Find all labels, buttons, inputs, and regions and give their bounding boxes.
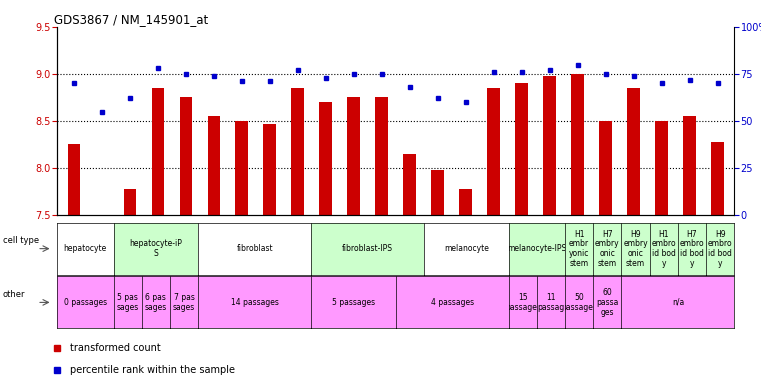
Bar [151, 88, 164, 215]
Bar [403, 154, 416, 215]
Text: H9
embry
onic
stem: H9 embry onic stem [623, 230, 648, 268]
Bar [627, 88, 640, 215]
Text: H1
embro
id bod
y: H1 embro id bod y [651, 230, 676, 268]
Text: other: other [3, 290, 25, 299]
Bar [431, 170, 444, 215]
Bar [375, 98, 388, 215]
Bar [208, 116, 220, 215]
Bar [68, 144, 80, 215]
Text: 6 pas
sages: 6 pas sages [145, 293, 167, 312]
Text: 60
passa
ges: 60 passa ges [596, 288, 619, 316]
Text: cell type: cell type [3, 237, 39, 245]
Bar [320, 102, 332, 215]
Text: H9
embro
id bod
y: H9 embro id bod y [708, 230, 733, 268]
Text: H7
embry
onic
stem: H7 embry onic stem [595, 230, 619, 268]
Text: 4 passages: 4 passages [431, 298, 474, 307]
Bar [600, 121, 612, 215]
Bar [712, 142, 724, 215]
Text: H7
embro
id bod
y: H7 embro id bod y [680, 230, 705, 268]
Text: 14 passages: 14 passages [231, 298, 279, 307]
Bar [291, 88, 304, 215]
Text: percentile rank within the sample: percentile rank within the sample [70, 365, 235, 375]
Bar [123, 189, 136, 215]
Bar [180, 98, 192, 215]
Bar [515, 83, 528, 215]
Text: 7 pas
sages: 7 pas sages [173, 293, 195, 312]
Text: H1
embr
yonic
stem: H1 embr yonic stem [569, 230, 589, 268]
Text: 5 pas
sages: 5 pas sages [116, 293, 139, 312]
Bar [543, 76, 556, 215]
Text: 50
passages: 50 passages [561, 293, 597, 312]
Text: melanocyte-IPS: melanocyte-IPS [507, 244, 566, 253]
Text: fibroblast: fibroblast [237, 244, 273, 253]
Text: 11
passag: 11 passag [537, 293, 565, 312]
Text: hepatocyte-iP
S: hepatocyte-iP S [129, 239, 183, 258]
Bar [235, 121, 248, 215]
Bar [348, 98, 360, 215]
Text: 0 passages: 0 passages [64, 298, 107, 307]
Text: fibroblast-IPS: fibroblast-IPS [342, 244, 393, 253]
Text: 5 passages: 5 passages [332, 298, 375, 307]
Text: 15
passages: 15 passages [505, 293, 540, 312]
Bar [572, 74, 584, 215]
Text: transformed count: transformed count [70, 343, 161, 353]
Text: GDS3867 / NM_145901_at: GDS3867 / NM_145901_at [54, 13, 208, 26]
Text: hepatocyte: hepatocyte [64, 244, 107, 253]
Bar [655, 121, 668, 215]
Text: melanocyte: melanocyte [444, 244, 489, 253]
Text: n/a: n/a [672, 298, 684, 307]
Bar [460, 189, 472, 215]
Bar [683, 116, 696, 215]
Bar [263, 124, 276, 215]
Bar [487, 88, 500, 215]
